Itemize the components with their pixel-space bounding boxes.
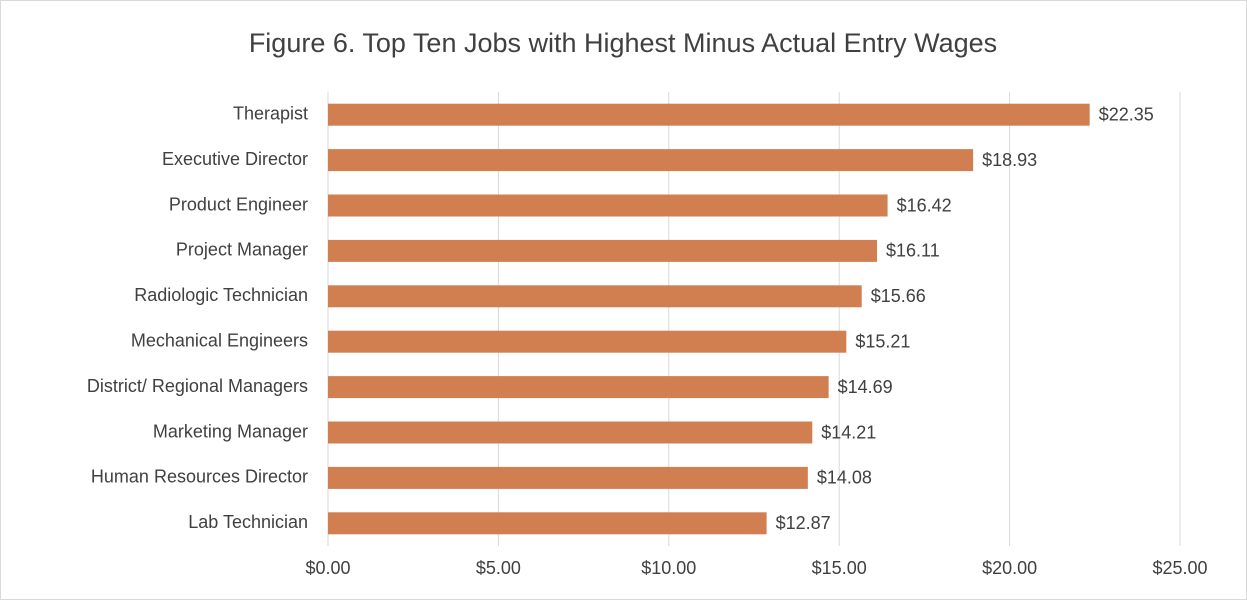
data-label: $14.69 — [838, 377, 893, 397]
y-tick-label: Radiologic Technician — [134, 285, 308, 305]
y-tick-label: Product Engineer — [169, 194, 308, 214]
bar — [328, 330, 847, 353]
y-tick-label: Marketing Manager — [153, 421, 308, 441]
bar — [328, 239, 878, 262]
y-tick-label: Project Manager — [176, 240, 308, 260]
data-label: $12.87 — [776, 513, 831, 533]
data-label: $15.66 — [871, 286, 926, 306]
x-tick-label: $15.00 — [812, 558, 867, 578]
x-tick-label: $25.00 — [1152, 558, 1207, 578]
bar — [328, 194, 888, 217]
chart-title: Figure 6. Top Ten Jobs with Highest Minu… — [249, 28, 997, 58]
bar — [328, 512, 767, 535]
data-label: $14.21 — [821, 422, 876, 442]
data-label: $18.93 — [982, 150, 1037, 170]
x-tick-label: $5.00 — [476, 558, 521, 578]
x-tick-label: $10.00 — [641, 558, 696, 578]
bar — [328, 376, 829, 399]
data-label: $16.11 — [886, 241, 940, 261]
data-label: $22.35 — [1099, 104, 1154, 124]
bar — [328, 285, 862, 308]
y-tick-label: Human Resources Director — [91, 467, 308, 487]
x-tick-label: $20.00 — [982, 558, 1037, 578]
data-label: $15.21 — [855, 331, 910, 351]
data-label: $14.08 — [817, 468, 872, 488]
bar — [328, 149, 974, 172]
bar — [328, 421, 813, 444]
x-tick-label: $0.00 — [305, 558, 350, 578]
bar — [328, 103, 1090, 126]
y-tick-label: Lab Technician — [188, 512, 308, 532]
y-tick-label: Executive Director — [162, 149, 308, 169]
y-tick-label: Mechanical Engineers — [131, 330, 308, 350]
data-label: $16.42 — [897, 195, 952, 215]
y-tick-label: District/ Regional Managers — [87, 376, 308, 396]
y-tick-label: Therapist — [233, 103, 308, 123]
bar — [328, 466, 808, 489]
